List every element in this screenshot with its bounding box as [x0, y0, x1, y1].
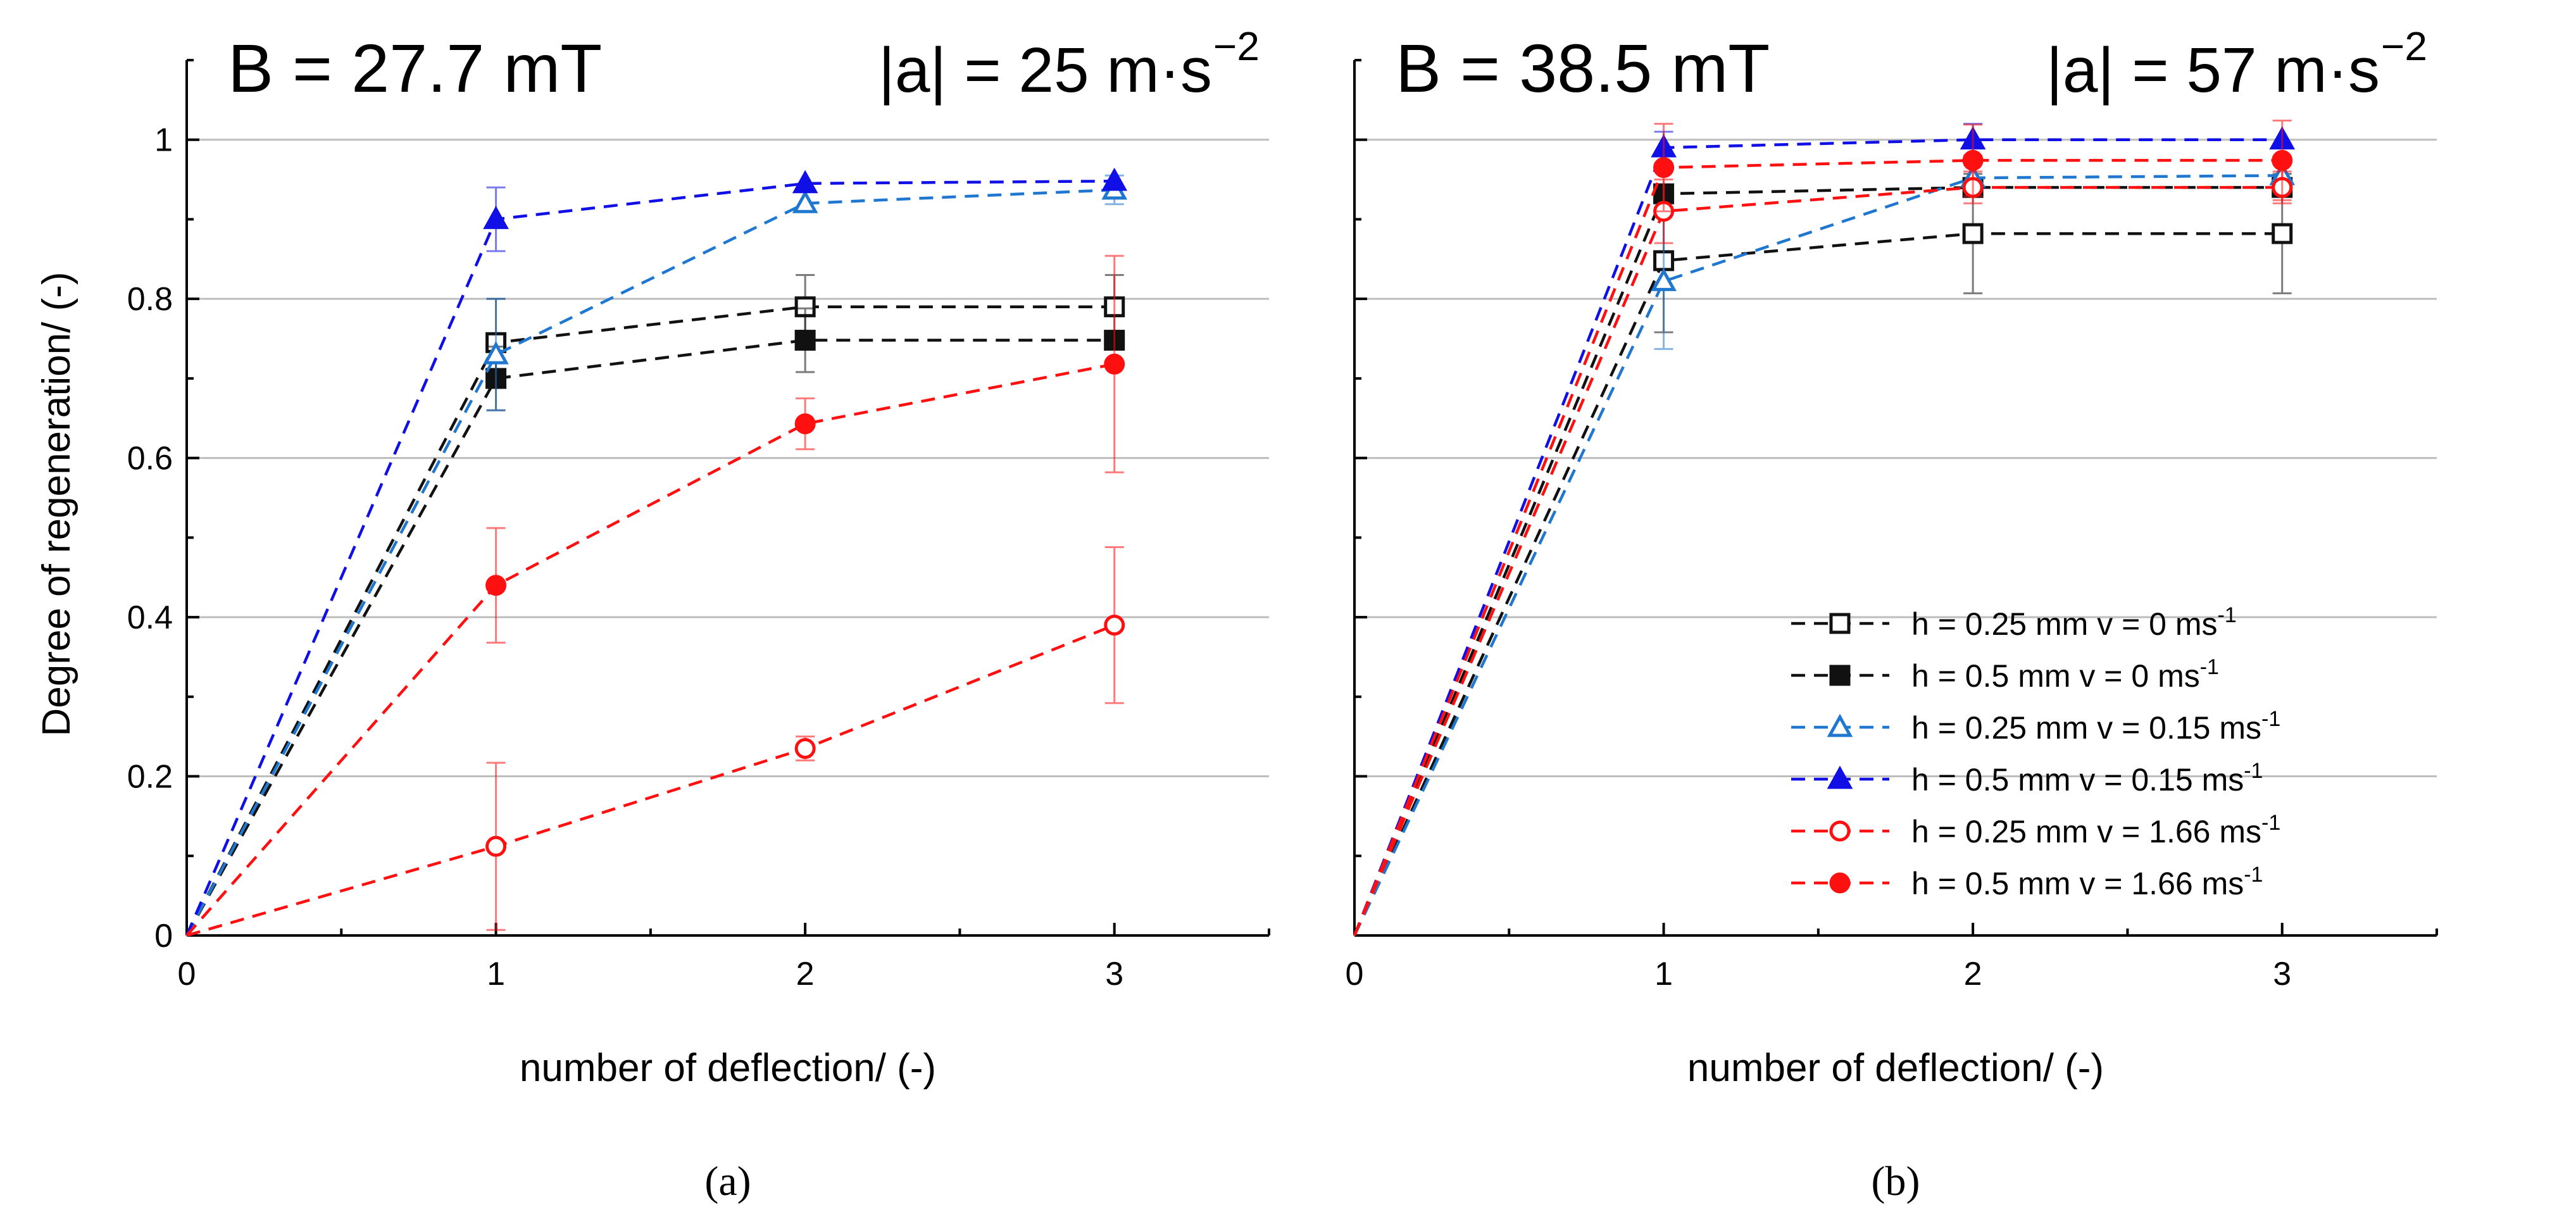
y-tick-label-a-3: 0.6 [127, 441, 173, 477]
series-line-b-3 [1353, 138, 2282, 936]
legend-label-sup-b-1: -1 [2200, 655, 2219, 679]
x-axis-label-a: number of deflection/ (-) [520, 1046, 936, 1090]
legend-label-sup-b-3: -1 [2244, 759, 2263, 783]
legend-label-sup-b-5: -1 [2244, 863, 2263, 887]
x-axis-label-b: number of deflection/ (-) [1687, 1046, 2104, 1090]
data-point-b-5-1 [1653, 157, 1675, 178]
legend-marker-b-4 [1829, 820, 1851, 842]
panel-label-a: (a) [704, 1158, 751, 1204]
x-tick-label-a-0: 0 [178, 956, 196, 992]
x-tick-label-b-3: 3 [2273, 956, 2291, 992]
legend-label-b-0: h = 0.25 mm v = 0 ms-1 [1911, 603, 2237, 642]
series-a-h-0-5-mm-v-0-15-ms-filled [185, 167, 1128, 936]
data-point-b-0-3 [2272, 223, 2293, 244]
series-line-a-4 [186, 623, 1115, 937]
panel-label-b: (b) [1872, 1158, 1920, 1204]
legend-marker-b-0 [1829, 613, 1851, 634]
legend-label-b-4: h = 0.25 mm v = 1.66 ms-1 [1911, 811, 2280, 849]
data-point-b-2-1 [1651, 268, 1677, 291]
x-tick-label-a-2: 2 [796, 956, 815, 992]
title-right-a: |a| = 25 m·s [878, 35, 1212, 106]
y-axis-label-a: Degree of regeneration/ (-) [35, 272, 78, 736]
data-point-a-4-2 [794, 738, 816, 760]
series-line-a-3 [185, 179, 1115, 936]
title-right-b: |a| = 57 m·s [2046, 35, 2380, 106]
title-right-exponent-a: −2 [1213, 23, 1260, 69]
legend-marker-b-5 [1829, 872, 1851, 894]
title-left-b: B = 38.5 mT [1396, 30, 1770, 106]
data-point-a-5-3 [1104, 353, 1125, 375]
series-a-h-0-25-mm-v-0-ms-open [185, 273, 1125, 937]
data-point-a-2-2 [792, 190, 818, 213]
series-b-h-0-5-mm-v-1-66-ms-filled [1353, 120, 2293, 936]
legend-label-b-1: h = 0.5 mm v = 0 ms-1 [1911, 655, 2219, 694]
series-a-h-0-25-mm-v-1-66-ms-open [186, 546, 1125, 937]
chart-panel-a: 0 0.2 0.4 0.6 0.8 1 0 1 2 3 number of deflection/ … [35, 23, 1270, 1204]
legend-marker-b-2 [1827, 713, 1853, 737]
y-tick-label-a-4: 0.8 [127, 281, 173, 318]
data-point-b-5-3 [2272, 149, 2293, 171]
y-tick-label-a-0: 0 [154, 918, 173, 954]
y-tick-label-a-1: 0.2 [127, 759, 173, 796]
series-line-b-1 [1353, 185, 2282, 936]
x-tick-label-b-1: 1 [1654, 956, 1673, 992]
x-tick-label-b-2: 2 [1964, 956, 1982, 992]
legend-label-sup-b-0: -1 [2218, 603, 2237, 627]
legend-label-b-2: h = 0.25 mm v = 0.15 ms-1 [1911, 707, 2280, 746]
series-line-a-5 [185, 363, 1115, 937]
series-line-b-5 [1353, 159, 2282, 936]
legend-label-sup-b-2: -1 [2261, 707, 2280, 731]
legend-b: h = 0.25 mm v = 0 ms-1 h = 0.5 mm v = 0 m… [1791, 603, 2280, 901]
x-tick-label-a-3: 3 [1105, 956, 1123, 992]
data-point-a-4-3 [1104, 615, 1125, 636]
y-tick-label-a-5: 1 [154, 122, 173, 159]
series-a-h-0-5-mm-v-0-ms-filled [185, 307, 1125, 937]
data-point-a-3-2 [792, 170, 818, 194]
y-tick-label-a-2: 0.4 [127, 599, 173, 636]
legend-label-b-5: h = 0.5 mm v = 1.66 ms-1 [1911, 863, 2263, 901]
series-line-a-1 [185, 339, 1115, 937]
title-left-a: B = 27.7 mT [228, 30, 602, 106]
x-tick-label-a-1: 1 [487, 956, 505, 992]
legend-marker-b-3 [1827, 765, 1853, 789]
data-point-b-5-2 [1962, 149, 1984, 171]
chart-panel-b: 0 1 2 3 number of deflection/ (-) B = 38.5 mT… [1346, 23, 2438, 1204]
data-point-a-5-2 [794, 413, 816, 435]
data-point-a-5-1 [485, 575, 507, 596]
series-a-h-0-5-mm-v-1-66-ms-filled [185, 254, 1125, 937]
data-point-a-3-1 [483, 206, 509, 229]
legend-label-sup-b-4: -1 [2261, 811, 2280, 835]
data-point-a-1-2 [794, 330, 816, 351]
x-tick-label-b-0: 0 [1346, 956, 1364, 992]
series-line-b-0 [1353, 232, 2282, 936]
data-point-a-3-3 [1101, 167, 1128, 191]
data-point-a-2-1 [483, 341, 509, 365]
data-point-a-4-1 [485, 835, 507, 857]
series-a-h-0-25-mm-v-0-15-ms-open [185, 174, 1128, 937]
title-right-exponent-b: −2 [2381, 23, 2427, 69]
data-point-b-0-2 [1962, 223, 1984, 244]
legend-marker-b-1 [1829, 665, 1851, 686]
legend-label-b-3: h = 0.5 mm v = 0.15 ms-1 [1911, 759, 2263, 798]
series-line-b-4 [1353, 185, 2282, 936]
series-line-a-0 [185, 305, 1115, 937]
series-line-a-2 [185, 188, 1115, 937]
